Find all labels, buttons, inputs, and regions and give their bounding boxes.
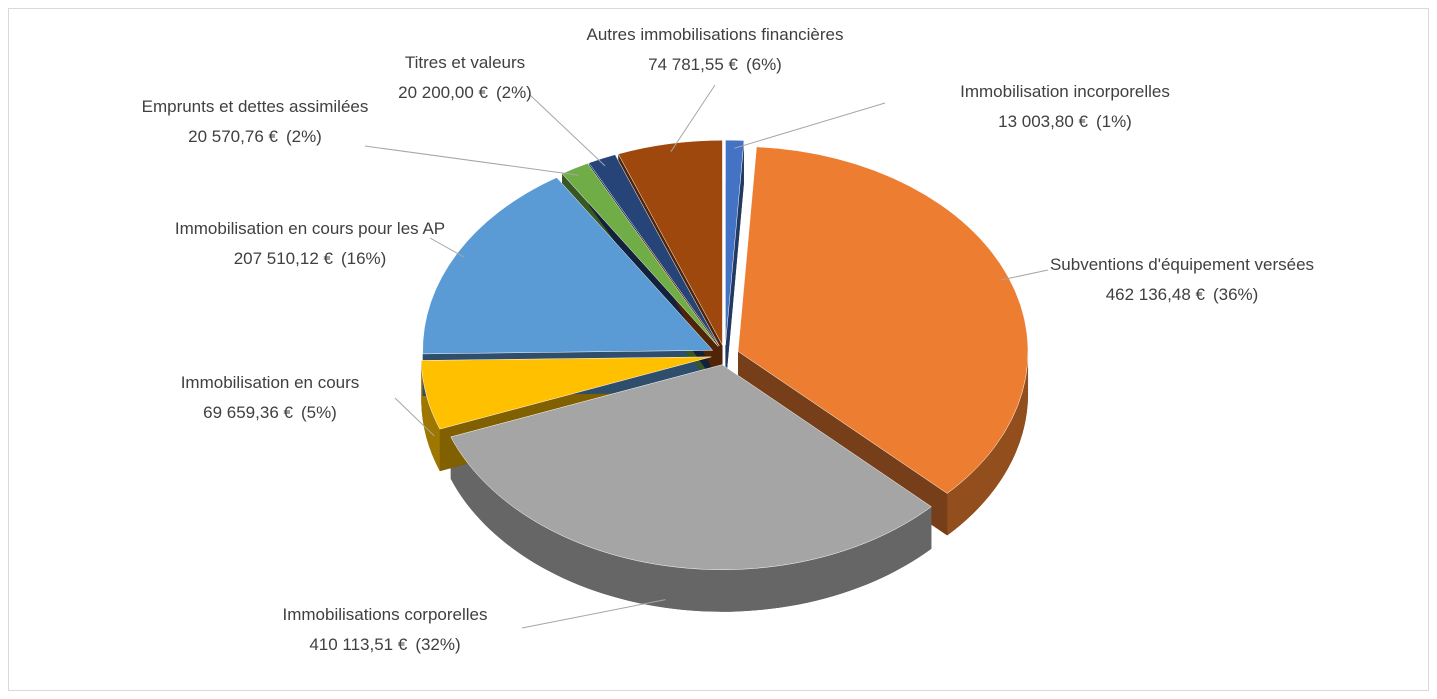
label-percent: (5%) xyxy=(301,403,337,422)
label-value: 13 003,80 € xyxy=(998,112,1088,131)
label-value: 74 781,55 € xyxy=(648,55,738,74)
leader-line xyxy=(734,102,886,149)
slice xyxy=(561,163,719,347)
leader-line xyxy=(429,237,465,258)
label-category: Autres immobilisations financières xyxy=(587,25,844,44)
leader-line xyxy=(364,145,579,176)
slice-wall xyxy=(421,360,440,472)
slice xyxy=(421,356,712,430)
label-percent: (16%) xyxy=(341,249,386,268)
label-percent: (32%) xyxy=(415,635,460,654)
label-value: 20 200,00 € xyxy=(398,83,488,102)
data-label: Subventions d'équipement versées 462 136,… xyxy=(1050,255,1314,304)
label-category: Emprunts et dettes assimilées xyxy=(142,97,369,116)
slice-wall xyxy=(947,351,1029,536)
leader-line xyxy=(670,84,716,152)
label-category: Immobilisations corporelles xyxy=(282,605,487,624)
label-category: Immobilisation en cours pour les AP xyxy=(175,219,445,238)
data-label: Immobilisation incorporelles 13 003,80 € (… xyxy=(960,82,1170,131)
label-value: 410 113,51 € xyxy=(309,635,408,654)
label-percent: (1%) xyxy=(1096,112,1132,131)
label-value: 69 659,36 € xyxy=(203,403,293,422)
label-percent: (2%) xyxy=(496,83,532,102)
data-label: Emprunts et dettes assimilées 20 570,76 €… xyxy=(142,97,369,146)
slice xyxy=(588,154,720,347)
label-category: Immobilisation incorporelles xyxy=(960,82,1170,101)
label-percent: (36%) xyxy=(1213,285,1258,304)
label-value: 462 136,48 € xyxy=(1106,285,1206,304)
leader-line xyxy=(1000,269,1049,281)
data-label: Immobilisation en cours pour les AP 207 5… xyxy=(175,219,445,268)
leader-line xyxy=(529,94,606,167)
leader-line xyxy=(521,599,666,629)
slice-side xyxy=(725,140,744,388)
label-category: Immobilisation en cours xyxy=(181,373,360,392)
slice xyxy=(737,146,1029,494)
slice xyxy=(617,140,723,346)
label-value: 207 510,12 € xyxy=(234,249,334,268)
data-label: Immobilisation en cours 69 659,36 € (5%) xyxy=(181,373,360,422)
label-percent: (2%) xyxy=(286,127,322,146)
label-percent: (6%) xyxy=(746,55,782,74)
leader-line xyxy=(394,397,435,437)
label-category: Subventions d'équipement versées xyxy=(1050,255,1314,274)
slice xyxy=(725,139,745,346)
data-label: Titres et valeurs 20 200,00 € (2%) xyxy=(398,53,532,102)
data-label: Autres immobilisations financières 74 781… xyxy=(587,25,844,74)
slice-wall xyxy=(450,436,932,612)
label-category: Titres et valeurs xyxy=(405,53,525,72)
slice xyxy=(450,364,932,570)
data-label: Immobilisations corporelles 410 113,51 € (… xyxy=(282,605,487,654)
label-value: 20 570,76 € xyxy=(188,127,278,146)
